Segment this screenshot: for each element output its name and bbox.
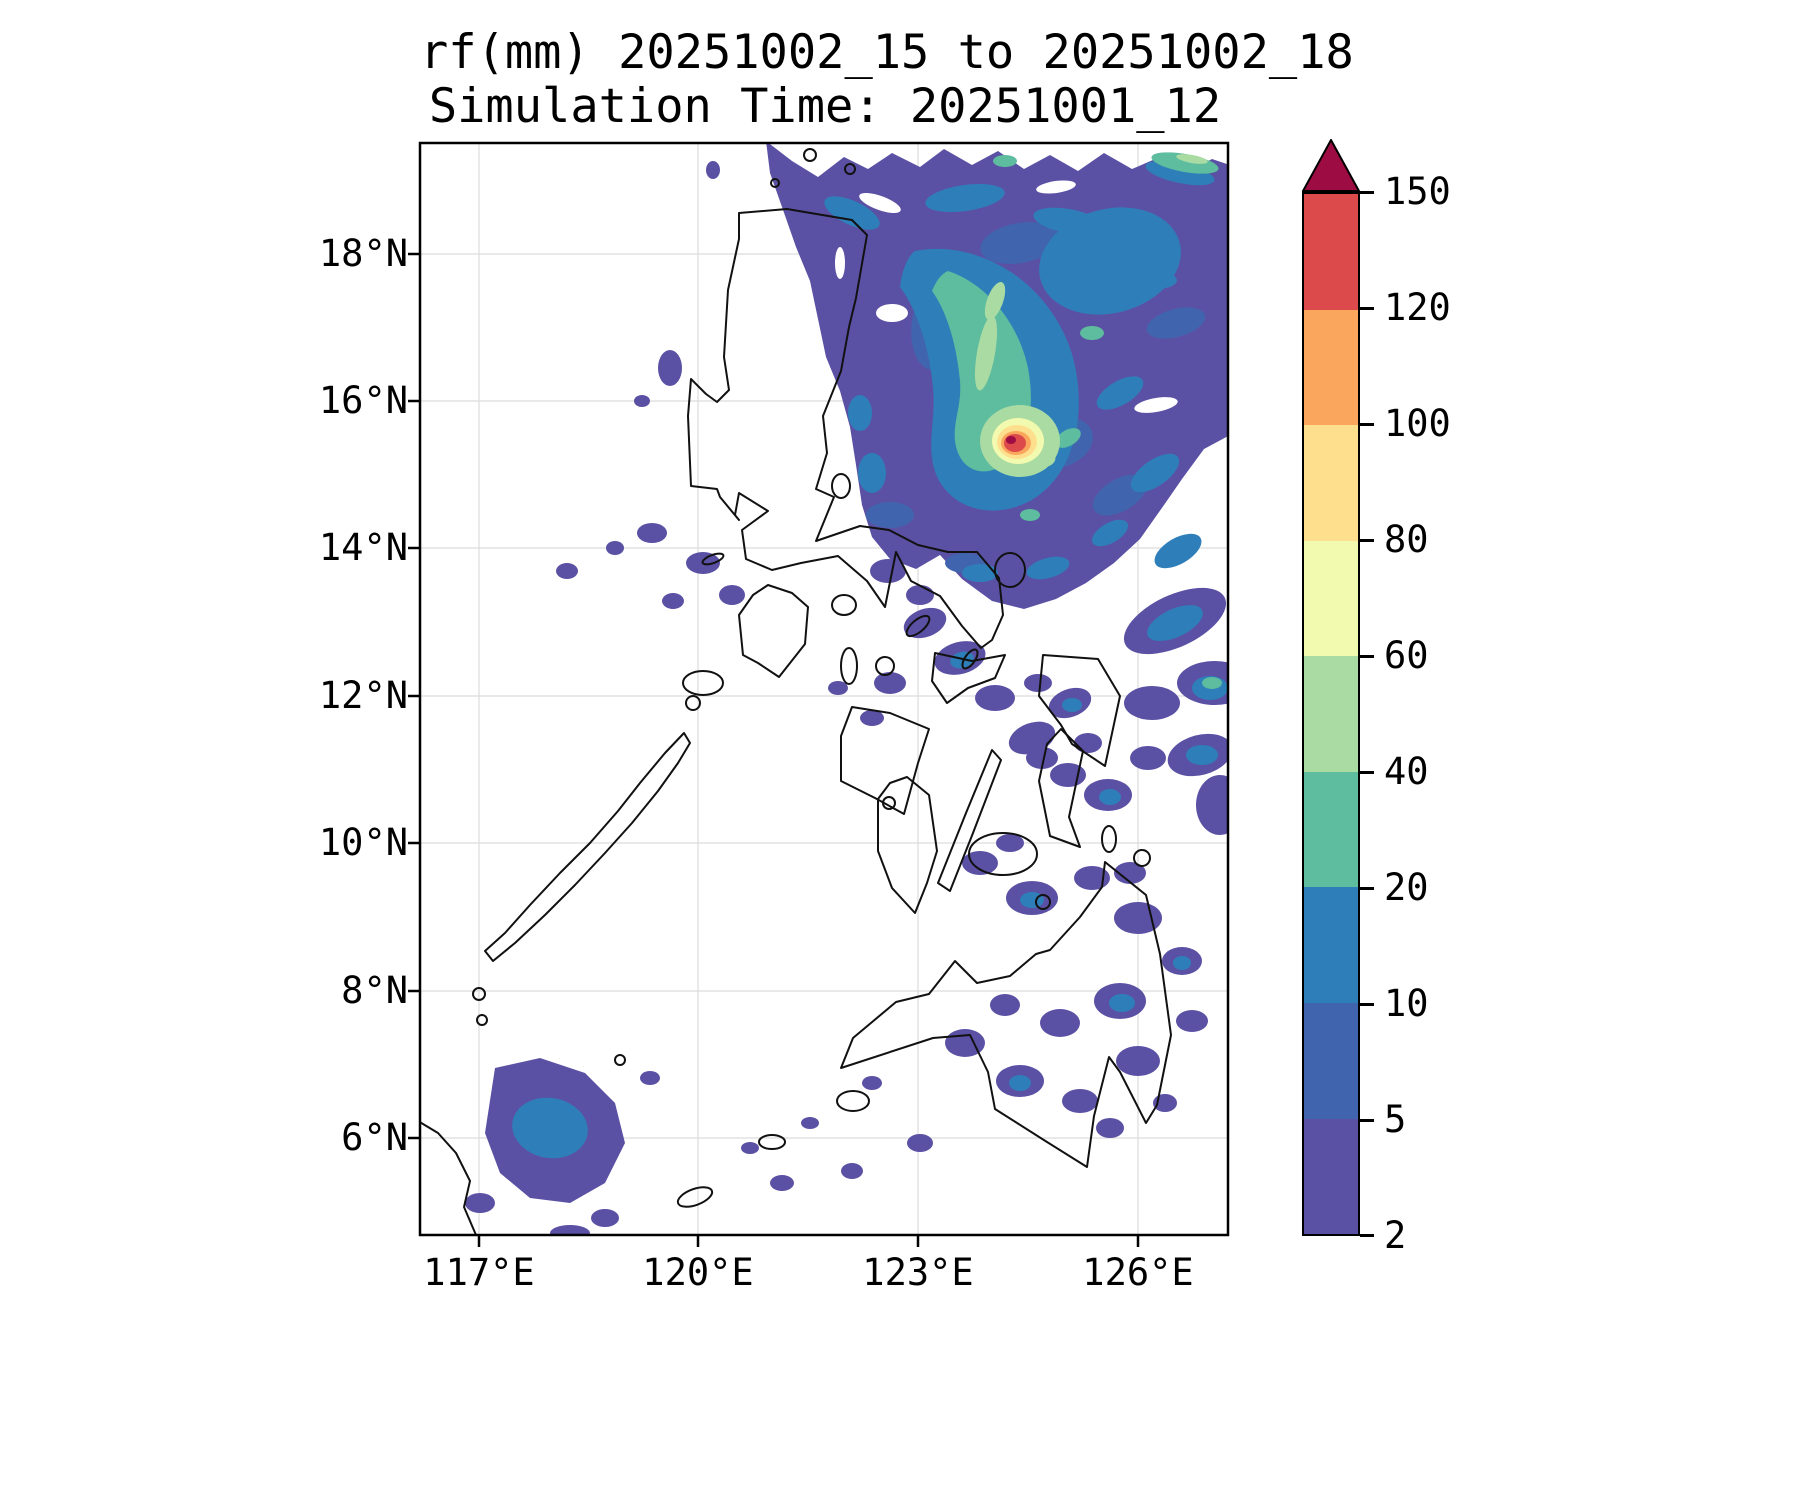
map-plot	[408, 141, 1230, 1247]
coastline-bohol	[968, 832, 1038, 876]
figure-title: rf(mm) 20251002_15 to 20251002_18	[420, 25, 1354, 80]
coastline-cebu	[937, 749, 1002, 892]
colorbar-over-arrow	[1302, 139, 1360, 192]
coastline-dinagat	[1101, 825, 1117, 853]
colorbar-segment	[1304, 1002, 1358, 1119]
rainband-texture-gaps	[835, 180, 1224, 485]
colorbar-tick-label: 120	[1384, 286, 1451, 329]
coastline-basilan	[836, 1090, 870, 1112]
coastline-leyte	[1038, 728, 1084, 848]
colorbar-tick	[1360, 423, 1374, 426]
colorbar-tick	[1360, 1003, 1374, 1006]
colorbar-segment	[1304, 425, 1358, 541]
coastline-tablas	[840, 647, 858, 685]
storm-core	[1006, 436, 1016, 444]
colorbar-segment	[1304, 887, 1358, 1003]
coastline-culion	[685, 695, 701, 711]
colorbar-tick-label: 5	[1384, 1098, 1407, 1141]
coastline-mindoro	[738, 584, 809, 678]
coastline-balabac-2	[476, 1014, 488, 1026]
colorbar-tick	[1360, 655, 1374, 658]
coastline-jolo	[758, 1134, 786, 1150]
y-tick-label: 10°N	[318, 821, 408, 864]
x-tick-label: 126°E	[1082, 1251, 1194, 1294]
coastline-tawitawi	[676, 1186, 714, 1208]
x-tick-label: 123°E	[862, 1251, 974, 1294]
axis-ticks	[408, 252, 1140, 1247]
coastline-luzon	[687, 208, 1004, 649]
coastline-masbate	[931, 652, 1006, 704]
colorbar-tick-label: 10	[1384, 982, 1429, 1025]
colorbar-tick-label: 40	[1384, 750, 1429, 793]
colorbar-segment	[1304, 656, 1358, 772]
coastline-polillo	[831, 473, 851, 499]
coastline-camiguin	[1035, 894, 1051, 910]
colorbar-tick	[1360, 539, 1374, 542]
y-tick-label: 16°N	[318, 379, 408, 422]
plot-border	[418, 141, 1230, 1237]
colorbar-tick-label: 2	[1384, 1214, 1407, 1257]
colorbar-tick	[1360, 1119, 1374, 1122]
coastline-burias	[905, 614, 931, 638]
coastline-catanduanes	[994, 552, 1026, 588]
coastline-sibuyan	[875, 656, 895, 676]
coastline-babuyan-1	[803, 148, 817, 162]
colorbar-body	[1302, 192, 1360, 1236]
coastline-balabac-1	[472, 987, 486, 1001]
coastline-borneo	[420, 1121, 477, 1235]
x-tick-label: 117°E	[423, 1251, 535, 1294]
coastline-mindanao	[840, 861, 1172, 1168]
colorbar-tick	[1360, 191, 1374, 194]
map-plot-svg	[408, 141, 1230, 1247]
colorbar-tick-label: 100	[1384, 402, 1451, 445]
colorbar-segment	[1304, 1118, 1358, 1235]
colorbar-segment	[1304, 540, 1358, 657]
coastline-ticao	[961, 648, 979, 670]
y-tick-label: 18°N	[318, 232, 408, 275]
rain-layer-120mm	[1004, 434, 1026, 452]
coastline-babuyan-2	[844, 163, 856, 175]
coastline-busuanga	[682, 670, 724, 696]
colorbar-tick-label: 60	[1384, 634, 1429, 677]
y-tick-label: 6°N	[341, 1116, 408, 1159]
colorbar-tick-label: 20	[1384, 866, 1429, 909]
y-tick-label: 12°N	[318, 674, 408, 717]
colorbar-tick-label: 150	[1384, 170, 1451, 213]
colorbar-tick	[1360, 771, 1374, 774]
coastline-negros	[877, 776, 938, 914]
x-tick-label: 120°E	[642, 1251, 754, 1294]
coastline-samar	[1038, 654, 1121, 767]
colorbar-tick	[1360, 1234, 1374, 1237]
colorbar-tick	[1360, 887, 1374, 890]
title-block: rf(mm) 20251002_15 to 20251002_18 Simula…	[420, 25, 1354, 134]
coastline-cagayan-sulu	[614, 1054, 626, 1066]
coastline-siargao	[1133, 849, 1151, 867]
y-tick-label: 14°N	[318, 526, 408, 569]
coastline-babuyan-3	[770, 178, 780, 188]
over-arrow-triangle	[1302, 139, 1360, 192]
colorbar-segment	[1304, 194, 1358, 310]
colorbar-segment	[1304, 771, 1358, 888]
colorbar-tick	[1360, 307, 1374, 310]
coastline-guimaras	[882, 796, 896, 810]
coastlines	[420, 148, 1172, 1235]
figure-subtitle: Simulation Time: 20251001_12	[428, 79, 1222, 134]
coastline-panay	[840, 706, 930, 815]
y-tick-label: 8°N	[341, 969, 408, 1012]
coastline-palawan	[484, 732, 691, 962]
coastline-lubang	[701, 552, 725, 566]
colorbar-segment	[1304, 309, 1358, 426]
coastline-marinduque	[831, 594, 857, 616]
colorbar-tick-label: 80	[1384, 518, 1429, 561]
